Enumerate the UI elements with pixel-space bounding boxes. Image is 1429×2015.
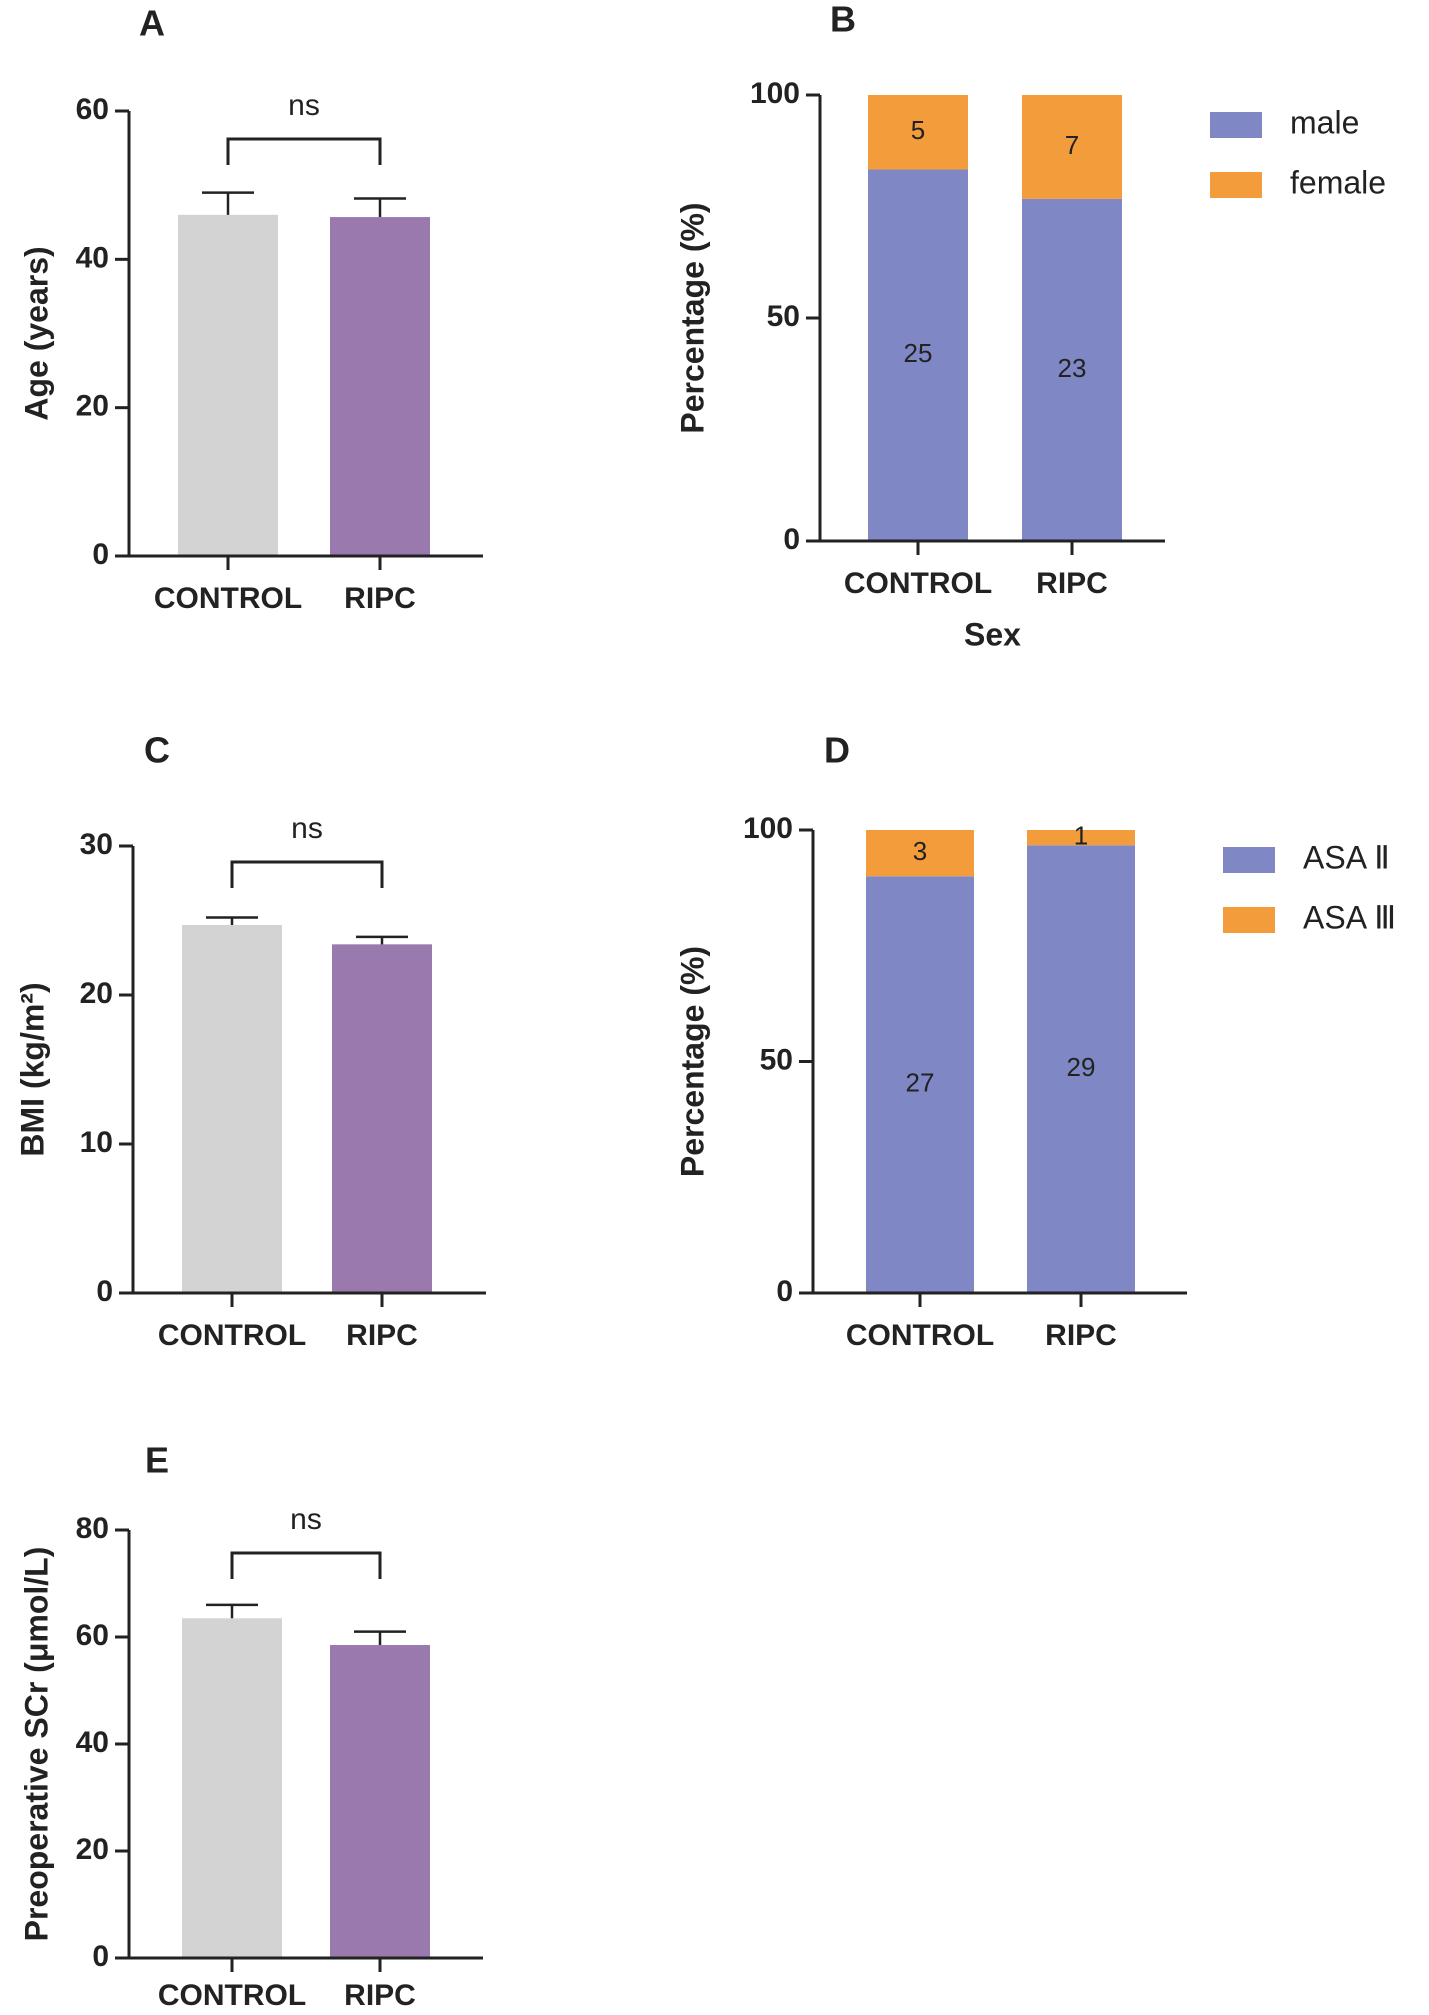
bar-segment [1022, 198, 1122, 541]
panel-label: B [830, 0, 856, 40]
y-tick-label: 100 [750, 77, 800, 110]
legend-label: female [1290, 164, 1386, 200]
y-axis-title: Percentage (%) [674, 946, 710, 1177]
legend-swatch [1223, 847, 1275, 873]
bar [182, 924, 282, 1293]
x-axis-title: Sex [964, 616, 1021, 652]
x-tick-label: CONTROL [158, 1319, 306, 1352]
x-tick-label: CONTROL [844, 567, 992, 600]
count-label: 7 [1065, 130, 1079, 160]
y-tick-label: 10 [80, 1126, 113, 1159]
significance-label: ns [291, 812, 323, 845]
legend-swatch [1210, 112, 1262, 138]
y-axis-title: Age (years) [18, 246, 54, 420]
x-tick-label: RIPC [1045, 1319, 1117, 1352]
bar [330, 1645, 430, 1958]
panel-label: E [145, 1440, 169, 1481]
significance-bracket [230, 1551, 382, 1579]
bar [182, 1618, 282, 1958]
error-bar [206, 1603, 258, 1619]
x-tick-label: CONTROL [154, 582, 302, 615]
axes [127, 111, 483, 558]
count-label: 3 [913, 836, 927, 866]
panel-label: A [139, 3, 165, 44]
y-tick-label: 30 [80, 828, 113, 861]
y-tick-label: 0 [783, 523, 800, 556]
x-tick-label: RIPC [346, 1319, 418, 1352]
y-tick-label: 0 [92, 1940, 109, 1973]
bar-segment [868, 169, 968, 541]
x-tick-label: RIPC [1036, 567, 1108, 600]
count-label: 5 [911, 115, 925, 145]
y-tick-label: 20 [76, 1833, 109, 1866]
y-tick-label: 50 [760, 1043, 793, 1076]
bar [332, 944, 432, 1293]
y-tick-label: 60 [76, 1619, 109, 1652]
count-label: 23 [1058, 353, 1087, 383]
bar-segment [868, 95, 968, 170]
axes [811, 830, 1187, 1295]
y-tick-label: 40 [76, 241, 109, 274]
error-bar [206, 916, 258, 925]
bar-segment [866, 876, 974, 1293]
bar-segment [866, 830, 974, 877]
x-tick-label: CONTROL [158, 1979, 306, 2012]
bar-segment [1027, 845, 1135, 1293]
significance-label: ns [288, 89, 320, 122]
legend-swatch [1223, 907, 1275, 933]
panel-label: D [824, 730, 850, 771]
legend-label: ASA Ⅱ [1303, 839, 1390, 875]
significance-bracket [226, 137, 382, 165]
y-tick-label: 20 [76, 390, 109, 423]
x-tick-label: RIPC [344, 582, 416, 615]
y-axis-title: Preoperative SCr (μmol/L) [18, 1547, 54, 1942]
y-tick-label: 0 [96, 1275, 113, 1308]
y-tick-label: 40 [76, 1726, 109, 1759]
error-bar [354, 1630, 406, 1646]
y-tick-label: 0 [776, 1275, 793, 1308]
legend-label: ASA Ⅲ [1303, 899, 1396, 935]
error-bar [356, 935, 408, 945]
y-tick-label: 20 [80, 977, 113, 1010]
bar [178, 214, 278, 557]
count-label: 29 [1067, 1052, 1096, 1082]
bar [330, 217, 430, 556]
count-label: 27 [906, 1068, 935, 1098]
panel-label: C [144, 730, 170, 771]
x-tick-label: CONTROL [846, 1319, 994, 1352]
count-label: 25 [904, 338, 933, 368]
y-tick-label: 0 [92, 538, 109, 571]
x-tick-label: RIPC [344, 1979, 416, 2012]
y-axis-title: BMI (kg/m²) [14, 982, 50, 1156]
legend-swatch [1210, 172, 1262, 198]
legend-label: male [1290, 104, 1359, 140]
axes [131, 846, 486, 1295]
error-bar [202, 191, 254, 215]
significance-label: ns [290, 1503, 322, 1536]
significance-bracket [230, 860, 384, 888]
bar-segment [1027, 830, 1135, 846]
y-tick-label: 100 [743, 812, 793, 845]
count-label: 1 [1074, 821, 1088, 851]
bar-segment [1022, 95, 1122, 199]
axes [127, 1530, 483, 1960]
y-tick-label: 80 [76, 1512, 109, 1545]
error-bar [354, 197, 406, 218]
y-tick-label: 50 [767, 300, 800, 333]
y-axis-title: Percentage (%) [674, 202, 710, 433]
axes [818, 95, 1165, 543]
y-tick-label: 60 [76, 93, 109, 126]
